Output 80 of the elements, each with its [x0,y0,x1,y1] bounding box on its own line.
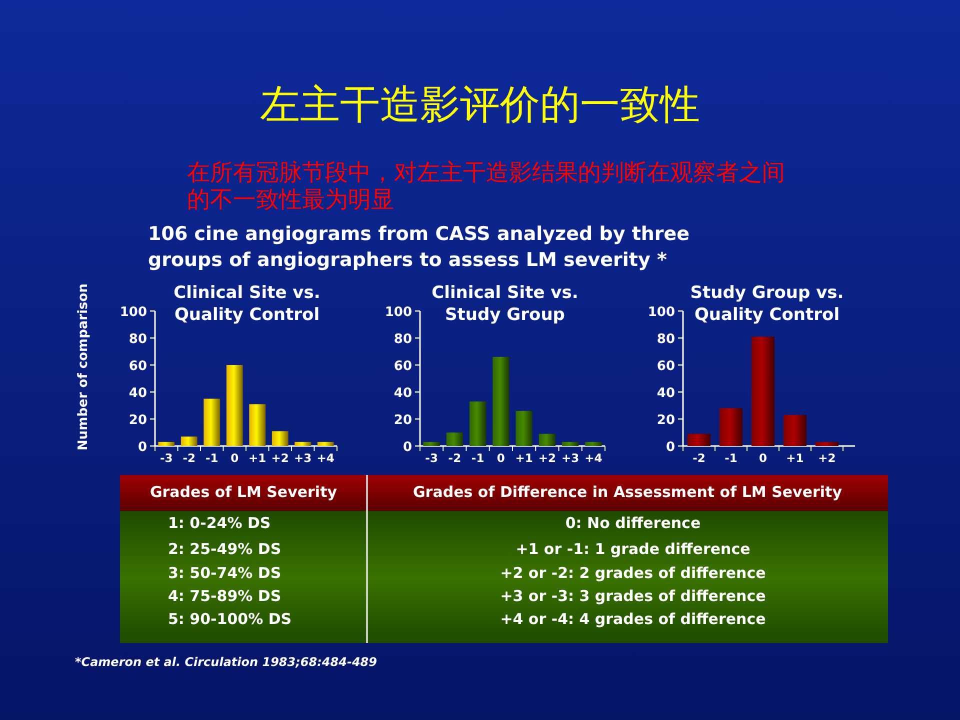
bar [815,442,839,446]
bar [294,442,312,446]
text: +3 or -3: 3 grades of difference [500,587,766,605]
x-tick-label: +2 [818,451,836,465]
bar [204,398,220,446]
y-tick-label: 0 [138,440,147,455]
y-tick-label: 60 [128,359,147,374]
bar [158,442,175,446]
text: 106 cine angiograms from CASS analyzed by three groups of angiographers to assess LM severity * [148,223,690,271]
y-tick-label: 80 [128,332,147,347]
text: Grades of Difference in Assessment of LM Severity [413,483,842,501]
bar [226,365,243,446]
x-tick-label: 0 [758,451,768,465]
text: 在所有冠脉节段中，对左主干造影结果的判断在观察者之间的不一致性最为明显 [187,160,785,213]
x-tick-label: +1 [248,451,266,465]
text: 1: 0-24% DS [168,514,271,532]
y-tick-label: 0 [666,440,675,455]
text: 2: 25-49% DS [168,540,282,558]
chart-title: Study Group vs. Quality Control [690,283,844,325]
bar [751,336,775,446]
text: 左主干造影评价的一致性 [260,82,700,128]
y-tick-label: 100 [120,305,147,320]
y-tick-label: 0 [402,440,412,455]
bar [585,442,602,446]
x-tick-label: 0 [496,451,505,465]
x-tick-label: +3 [294,451,312,465]
x-tick-label: -2 [182,451,196,465]
bar [469,401,486,446]
chart-title: Clinical Site vs. Study Group [432,283,578,325]
y-axis-title: Number of comparison [76,284,91,450]
x-tick-label: -3 [425,451,438,465]
bar [272,431,288,446]
bar [687,434,711,446]
y-tick-label: 60 [656,359,675,374]
bar [180,436,198,446]
x-tick-label: -1 [471,451,484,465]
y-tick-label: 80 [394,332,412,347]
text: +4 or -4: 4 grades of difference [500,610,766,628]
y-tick-label: 40 [656,386,675,401]
y-tick-label: 20 [128,413,147,428]
chart-title: Clinical Site vs. Quality Control [174,283,320,325]
bar [783,414,807,446]
y-tick-label: 60 [394,359,412,374]
x-tick-label: +1 [515,451,533,465]
bar [538,434,556,446]
x-tick-label: +3 [561,451,580,465]
text: Grades of LM Severity [150,483,338,501]
y-tick-label: 80 [656,332,675,347]
text: +2 or -2: 2 grades of difference [500,564,766,582]
x-tick-label: +4 [584,451,602,465]
text: *Cameron et al. Circulation 1983;68:484-489 [75,655,377,669]
y-tick-label: 20 [656,413,675,428]
y-tick-label: 40 [128,386,147,401]
bar [317,442,334,446]
bar [719,408,743,446]
bar [249,404,266,446]
text: 5: 90-100% DS [168,610,292,628]
text: 3: 50-74% DS [168,564,282,582]
y-tick-label: 40 [394,386,412,401]
x-tick-label: +2 [271,451,289,465]
x-tick-label: -1 [724,451,738,465]
x-tick-label: 0 [230,451,239,465]
x-tick-label: +2 [538,451,556,465]
text: 4: 75-89% DS [168,587,282,605]
x-tick-label: -2 [448,451,462,465]
y-tick-label: 100 [384,305,412,320]
bar [446,432,464,446]
x-tick-label: +4 [316,451,334,465]
bar [562,442,579,446]
bar [492,356,510,446]
text: +1 or -1: 1 grade difference [516,540,750,558]
bar [516,410,532,446]
bar [423,442,440,446]
x-tick-label: -2 [692,451,706,465]
y-tick-label: 100 [648,305,675,320]
y-tick-label: 20 [394,413,412,428]
text: 0: No difference [565,514,701,532]
x-tick-label: -3 [160,451,173,465]
x-tick-label: +1 [786,451,804,465]
x-tick-label: -1 [205,451,218,465]
